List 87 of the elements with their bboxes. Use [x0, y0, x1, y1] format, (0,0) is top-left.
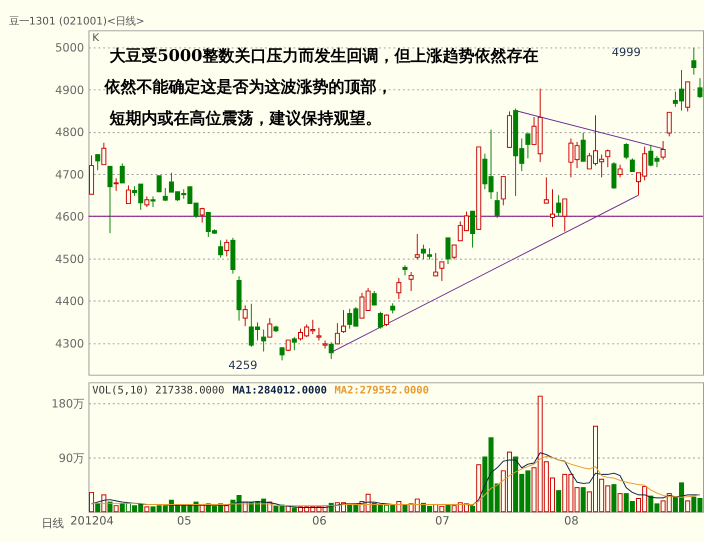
- candlestick: [126, 184, 131, 204]
- annotation: 4999: [612, 45, 641, 60]
- candlestick: [580, 132, 586, 162]
- candlestick: [470, 210, 476, 248]
- candlestick: [420, 244, 426, 260]
- candlestick: [101, 142, 106, 166]
- annotation: 大豆受5000整数关口压力而发生回调，但上涨趋势依然存在: [109, 46, 538, 65]
- bar: [470, 506, 476, 512]
- candlestick: [446, 237, 451, 264]
- y-tick-label: 4500: [55, 252, 84, 266]
- candlestick: [691, 47, 696, 76]
- candlestick: [556, 194, 562, 217]
- bar: [611, 484, 616, 512]
- candlestick: [120, 162, 125, 184]
- candlestick: [494, 191, 500, 218]
- x-tick-label: 05: [176, 514, 192, 528]
- candlestick: [114, 178, 119, 192]
- candlestick: [390, 302, 396, 314]
- candlestick: [242, 304, 248, 327]
- candlestick: [618, 164, 623, 178]
- candlestick: [660, 140, 666, 160]
- chart-title: 豆一1301 (021001)<日线>: [9, 16, 145, 28]
- candlestick: [378, 311, 383, 330]
- candlestick: [316, 327, 322, 341]
- x-tick-label: 201204: [70, 514, 114, 528]
- y-tick-label: 4300: [55, 336, 84, 350]
- candlestick: [261, 329, 266, 352]
- candlestick: [666, 112, 672, 137]
- bar: [580, 487, 586, 512]
- candlestick: [372, 290, 377, 306]
- candlestick: [328, 342, 334, 360]
- candlestick: [427, 248, 432, 260]
- y-tick-label: 90万: [58, 450, 84, 465]
- candlestick: [500, 176, 506, 206]
- candlestick: [334, 322, 340, 344]
- candlestick: [605, 149, 610, 168]
- candlestick: [267, 318, 272, 338]
- candlestick: [396, 277, 402, 300]
- candlestick: [697, 78, 702, 98]
- annotation: 4259: [228, 358, 258, 372]
- candlestick: [544, 176, 549, 204]
- y-tick-label: 4800: [55, 125, 84, 140]
- candlestick: [408, 272, 414, 292]
- candlestick: [341, 310, 346, 334]
- candlestick: [144, 196, 150, 208]
- bar: [446, 504, 451, 512]
- y-tick-label: 4400: [55, 294, 84, 308]
- candlestick: [107, 166, 112, 234]
- candlestick: [452, 244, 457, 260]
- candlestick: [224, 239, 230, 257]
- bar: [95, 503, 100, 512]
- candlestick: [95, 154, 100, 171]
- y-tick-label: 5000: [55, 40, 84, 55]
- annotation: 短期内或在高位震荡，建议保持观望。: [108, 108, 382, 128]
- y-tick-label: 4700: [55, 167, 84, 182]
- candlestick: [525, 133, 530, 159]
- y-tick-label: 180万: [51, 396, 84, 411]
- candlestick: [630, 158, 635, 172]
- text: MA2:279552.0000: [334, 384, 429, 397]
- annotation: K: [92, 32, 100, 44]
- candlestick: [439, 261, 444, 282]
- candlestick: [280, 347, 285, 361]
- candlestick: [414, 234, 420, 260]
- text: MA1:284012.0000: [232, 384, 327, 397]
- candlestick: [218, 240, 224, 258]
- annotation: 依然不能确定这是否为这波涨势的顶部，: [104, 77, 393, 96]
- x-tick-label: 06: [312, 514, 327, 528]
- text: 日线: [42, 516, 64, 530]
- bar: [292, 508, 297, 512]
- x-tick-label: 07: [435, 514, 450, 528]
- candlestick: [550, 188, 555, 228]
- y-tick-label: 4600: [55, 210, 84, 224]
- candlestick: [433, 252, 438, 276]
- candlestick: [200, 207, 205, 224]
- candlestick: [292, 336, 297, 351]
- candlestick: [162, 187, 168, 202]
- bar: [107, 502, 112, 512]
- y-tick-label: 4900: [55, 82, 84, 97]
- annotation: VOL(5,10) 217338.0000: [92, 384, 224, 397]
- candlestick: [156, 175, 162, 192]
- candlestick: [286, 340, 291, 352]
- x-tick-label: 08: [564, 514, 579, 528]
- bar: [556, 490, 562, 512]
- candlestick: [562, 198, 568, 232]
- candlestick: [150, 196, 156, 208]
- candlestick: [402, 264, 408, 276]
- candlestick: [624, 142, 629, 160]
